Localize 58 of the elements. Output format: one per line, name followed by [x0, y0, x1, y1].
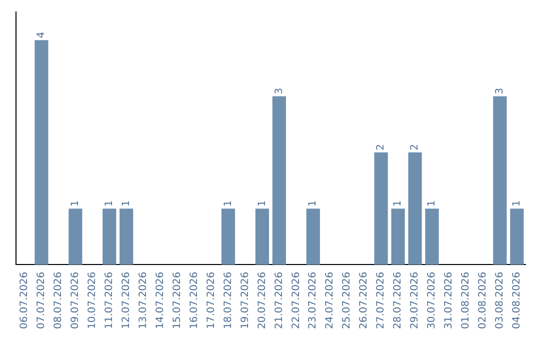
data-label: 2 [410, 144, 421, 150]
bar [102, 208, 116, 265]
data-label: 1 [120, 200, 132, 207]
x-tick-label: 18.07.2026 [222, 272, 234, 330]
x-tick-label: 26.07.2026 [358, 272, 370, 330]
x-tick-label: 01.08.2026 [460, 272, 472, 330]
x-tick-label: 08.07.2026 [53, 272, 64, 330]
bar [34, 40, 48, 265]
data-label: 1 [308, 200, 319, 207]
bar [425, 208, 439, 265]
data-label: 4 [36, 32, 48, 38]
data-label: 1 [104, 200, 115, 207]
data-label: 1 [426, 200, 438, 207]
x-tick-label: 10.07.2026 [87, 272, 98, 330]
x-tick-label: 15.07.2026 [172, 272, 183, 330]
x-tick-label: 23.07.2026 [308, 272, 319, 330]
bar [374, 152, 388, 265]
bar [68, 208, 82, 265]
data-label: 2 [376, 144, 387, 150]
data-label: 1 [511, 200, 522, 207]
x-tick-label: 17.07.2026 [206, 272, 217, 330]
x-tick-label: 20.07.2026 [256, 272, 268, 330]
x-tick-label: 02.08.2026 [478, 272, 489, 330]
bar [306, 208, 320, 265]
bar [221, 208, 236, 265]
x-tick-label: 06.07.2026 [19, 272, 30, 330]
data-label: 1 [256, 200, 268, 207]
x-tick-label: 19.07.2026 [240, 272, 251, 330]
x-tick-label: 13.07.2026 [138, 272, 149, 330]
data-label: 1 [392, 200, 404, 207]
x-tick-label: 16.07.2026 [188, 272, 200, 330]
x-tick-label: 31.07.2026 [444, 272, 455, 330]
x-tick-label: 30.07.2026 [426, 272, 438, 330]
bar [120, 208, 134, 265]
x-tick-label: 03.08.2026 [494, 272, 506, 330]
bar [510, 208, 524, 265]
bar [493, 96, 507, 265]
bar [272, 96, 286, 265]
x-tick-label: 09.07.2026 [70, 272, 82, 330]
x-tick-label: 24.07.2026 [324, 272, 336, 330]
bar [408, 152, 422, 265]
x-tick-label: 22.07.2026 [290, 272, 302, 330]
x-tick-label: 27.07.2026 [376, 272, 387, 330]
x-tick-label: 14.07.2026 [154, 272, 166, 330]
data-label: 3 [494, 88, 506, 94]
x-tick-label: 28.07.2026 [392, 272, 404, 330]
x-tick-label: 25.07.2026 [342, 272, 353, 330]
bar [391, 208, 405, 265]
x-tick-label: 21.07.2026 [274, 272, 285, 330]
x-tick-label: 29.07.2026 [410, 272, 421, 330]
x-tick-label: 12.07.2026 [120, 272, 132, 330]
x-tick-label: 04.08.2026 [511, 272, 522, 330]
bar [255, 208, 269, 265]
data-label: 1 [222, 200, 234, 207]
x-tick-label: 11.07.2026 [104, 272, 115, 330]
data-label: 3 [274, 88, 285, 94]
data-label: 1 [70, 200, 82, 207]
x-tick-label: 07.07.2026 [36, 272, 48, 330]
